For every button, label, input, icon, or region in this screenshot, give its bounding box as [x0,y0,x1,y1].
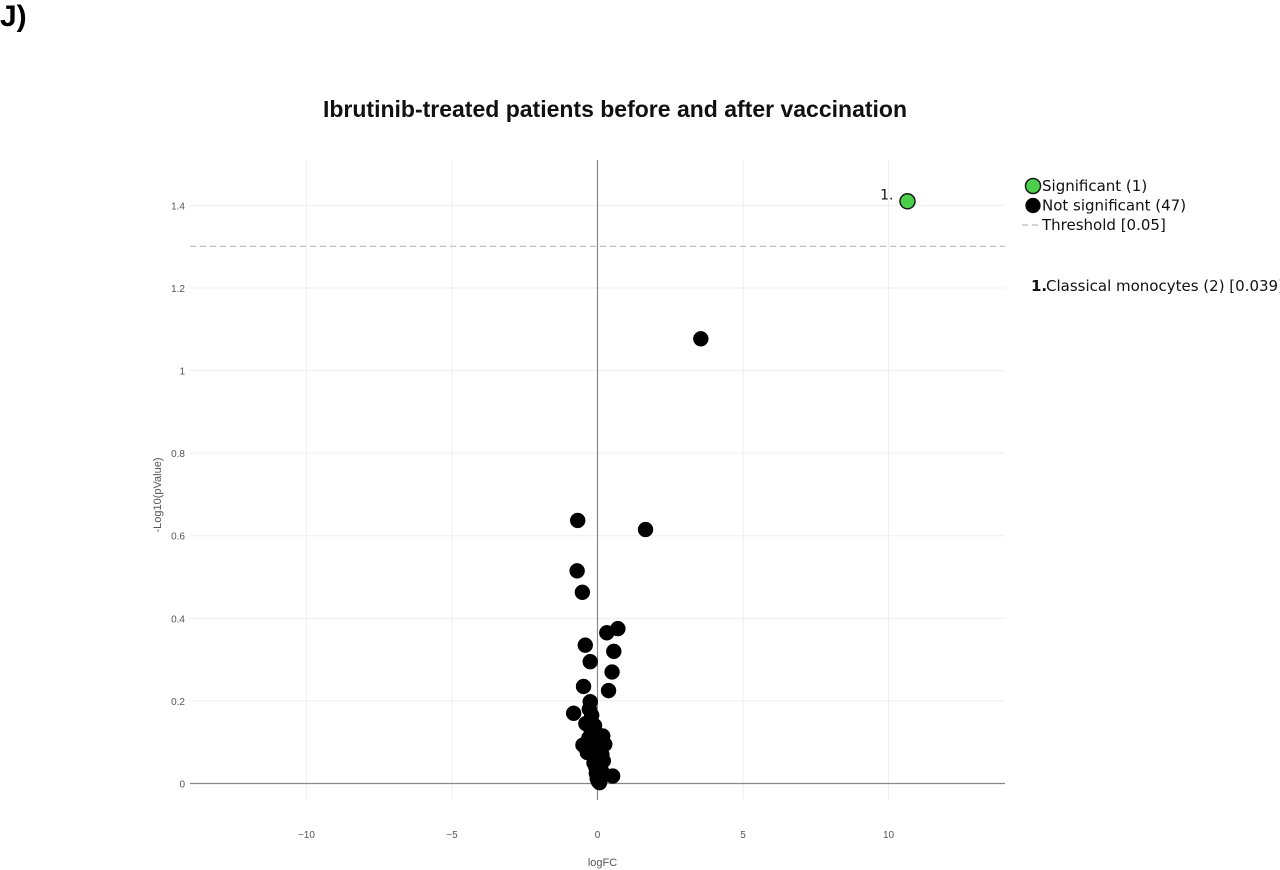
not-significant-point [637,521,654,538]
y-tick-label: 1.2 [171,284,185,295]
legend-label: Significant (1) [1042,177,1147,195]
y-tick-label: 0 [179,779,185,790]
not-significant-point [599,625,615,641]
y-tick-label: 0.6 [171,532,185,543]
y-axis-title: -Log10(pValue) [152,457,164,532]
x-tick-label: −10 [298,830,315,841]
y-tick-label: 0.8 [171,449,185,460]
significant-point [899,193,916,210]
annotations: 1.Classical monocytes (2) [0.039] [1031,277,1280,295]
x-tick-label: 10 [883,830,895,841]
not-significant-point [569,512,586,529]
y-tick-label: 1.4 [171,201,185,212]
x-tick-label: 0 [595,830,601,841]
not-significant-point [606,643,622,660]
y-tick-label: 0.2 [171,697,185,708]
tick-labels: −10 −5 0 5 10 0 0.2 0.4 0.6 0.8 1 1.2 1.4 [171,201,894,841]
annotation-text: Classical monocytes (2) [0.039] [1046,277,1280,295]
legend-label: Not significant (47) [1042,197,1186,215]
not-significant-point [604,664,620,680]
point-label: 1. [880,187,893,203]
data-points: 1. [565,187,916,791]
annotation-marker: 1. [1031,277,1047,295]
legend-significant-marker [1024,177,1042,195]
legend-label: Threshold [0.05] [1041,216,1166,234]
y-tick-label: 0.4 [171,614,185,625]
not-significant-point [565,705,582,722]
chart-title: Ibrutinib-treated patients before and af… [322,96,908,122]
not-significant-point [577,637,594,653]
not-significant-point [582,653,598,670]
x-tick-label: −5 [446,830,458,841]
not-significant-point [600,682,617,699]
not-significant-point [693,331,709,347]
not-significant-point [574,584,591,601]
x-axis-title: logFC [588,857,617,869]
legend: Significant (1) Not significant (47)Thres… [1022,177,1186,234]
not-significant-point [591,774,608,791]
not-significant-point [575,678,592,695]
y-tick-label: 1 [179,367,185,378]
x-tick-label: 5 [740,830,746,841]
legend-not-significant-marker [1025,197,1041,214]
not-significant-point [569,563,585,579]
panel-label: J) [0,0,27,33]
